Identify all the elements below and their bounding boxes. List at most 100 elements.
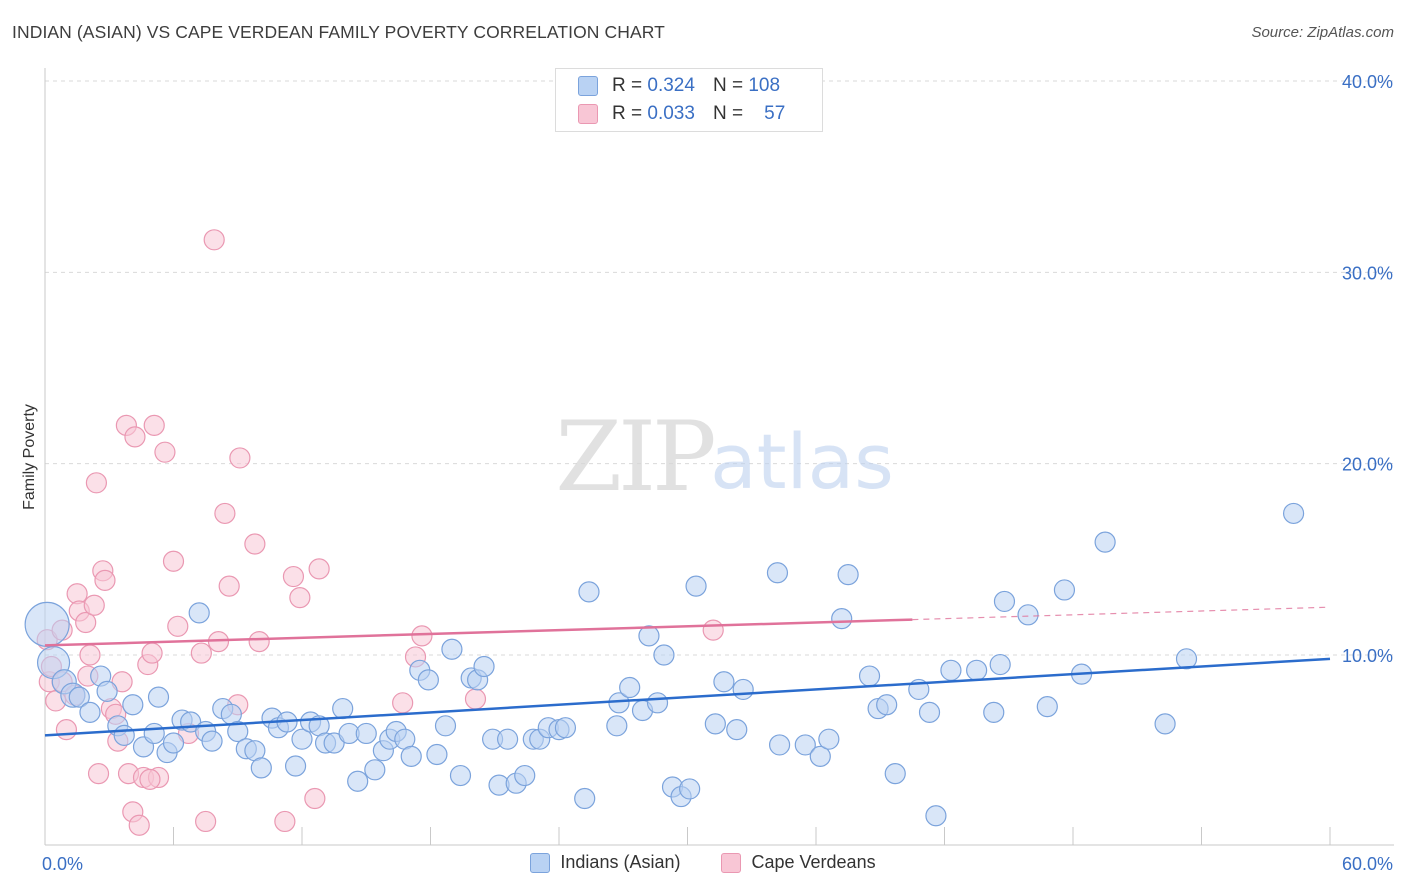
data-point	[124, 426, 146, 448]
watermark-atlas: atlas	[710, 417, 894, 506]
stats-n-value: 57	[764, 103, 786, 124]
data-point	[441, 638, 463, 660]
data-point	[282, 565, 305, 588]
data-point	[574, 787, 596, 810]
data-point	[966, 659, 988, 681]
trend-lines	[44, 606, 1331, 737]
data-point	[214, 502, 236, 525]
data-point	[79, 701, 101, 724]
data-point	[347, 770, 369, 792]
data-point	[274, 810, 296, 833]
stats-row-cape-verdeans: R = 0.033 N = 57	[578, 101, 785, 127]
stats-n-value: 108	[748, 75, 781, 96]
legend-label: Cape Verdeans	[751, 852, 876, 872]
stats-n-label: N =	[712, 75, 744, 96]
legend-item-indians-asian[interactable]: Indians (Asian)	[530, 852, 680, 873]
data-point	[323, 732, 345, 754]
chart-title: INDIAN (ASIAN) VS CAPE VERDEAN FAMILY PO…	[12, 22, 665, 42]
data-point	[364, 759, 386, 781]
data-point	[218, 575, 240, 597]
data-point	[308, 558, 330, 580]
data-point	[355, 722, 377, 745]
data-point	[111, 671, 133, 693]
data-point	[147, 686, 170, 708]
source-credit: Source: ZipAtlas.com	[1251, 24, 1394, 41]
legend-swatch-pink	[721, 852, 742, 873]
data-point	[768, 734, 791, 756]
data-point	[685, 575, 707, 597]
data-point	[464, 688, 487, 710]
data-point	[940, 659, 962, 681]
data-point	[244, 533, 266, 555]
data-point	[195, 810, 217, 833]
data-point	[1036, 696, 1058, 718]
legend-label: Indians (Asian)	[560, 852, 681, 872]
data-point	[1017, 604, 1039, 626]
data-point	[434, 715, 457, 737]
data-point	[858, 665, 881, 687]
data-point	[96, 680, 118, 702]
x-tick-label: 60.0%	[1342, 854, 1393, 874]
data-point	[190, 642, 212, 664]
x-tick-label: 0.0%	[42, 854, 83, 874]
data-point	[122, 694, 144, 716]
data-point	[426, 743, 448, 766]
legend-item-cape-verdeans[interactable]: Cape Verdeans	[721, 852, 876, 873]
data-point	[679, 778, 701, 800]
data-point	[794, 734, 816, 756]
stats-n-label: N =	[712, 103, 744, 124]
grid-lines	[45, 80, 1394, 656]
data-point	[332, 697, 354, 720]
data-point	[154, 441, 176, 463]
data-point	[113, 724, 135, 746]
data-point	[606, 715, 628, 737]
trend-line-cape-verdeans-extension	[912, 606, 1331, 621]
data-point	[619, 676, 641, 699]
stats-legend: R = 0.324 N = 108 R = 0.033 N = 57	[555, 68, 823, 132]
data-point	[831, 608, 853, 630]
data-point	[83, 594, 105, 616]
data-point	[94, 569, 116, 591]
stats-swatch-blue	[578, 76, 598, 96]
data-point	[1094, 531, 1116, 553]
data-point	[87, 763, 110, 785]
stats-r-value: 0.033	[647, 103, 695, 124]
legend-swatch-blue	[530, 852, 551, 873]
data-point	[704, 713, 726, 735]
data-point	[989, 653, 1011, 676]
watermark-zip: ZIP	[555, 401, 714, 513]
data-point	[1154, 713, 1176, 735]
y-tick-label: 20.0%	[1342, 455, 1393, 475]
data-point	[289, 586, 311, 609]
data-point	[79, 644, 101, 666]
data-point	[702, 619, 724, 641]
data-point	[818, 728, 840, 750]
data-point	[203, 229, 225, 251]
data-point	[578, 581, 600, 603]
data-point	[983, 701, 1005, 724]
data-point	[918, 701, 941, 724]
data-point	[638, 625, 660, 647]
data-point	[809, 745, 831, 768]
data-point	[726, 719, 748, 741]
data-point	[143, 414, 165, 436]
data-point	[884, 763, 906, 785]
data-point	[188, 602, 210, 624]
data-point	[304, 787, 326, 810]
data-point	[1053, 579, 1076, 601]
data-point	[449, 764, 472, 787]
data-point	[139, 768, 161, 790]
data-point	[291, 728, 313, 750]
data-point	[400, 745, 422, 768]
axes	[44, 68, 1394, 846]
data-point	[554, 717, 577, 739]
y-tick-label: 30.0%	[1342, 263, 1393, 283]
data-point	[392, 692, 414, 714]
tick-labels: 10.0% 20.0% 30.0% 40.0% 0.0% 60.0%	[42, 72, 1393, 874]
data-point	[766, 562, 789, 584]
trend-line-indians-asian	[44, 657, 1331, 737]
data-point	[227, 720, 249, 743]
data-point	[876, 694, 898, 716]
data-point	[411, 625, 433, 647]
